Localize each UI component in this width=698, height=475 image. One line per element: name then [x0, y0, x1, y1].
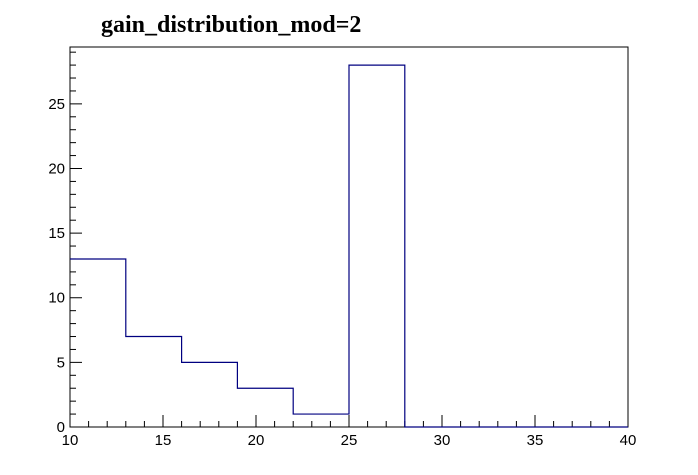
histogram-outline	[70, 64, 628, 428]
y-tick-label: 5	[57, 354, 65, 371]
x-axis: 10 15 20 25 30 35 40	[62, 415, 637, 449]
x-tick-label: 30	[434, 432, 451, 449]
y-tick-label: 15	[48, 225, 65, 242]
x-tick-label: 15	[155, 432, 172, 449]
x-tick-label: 20	[248, 432, 265, 449]
y-tick-label: 0	[57, 419, 65, 436]
y-tick-label: 25	[48, 96, 65, 113]
x-tick-label: 35	[527, 432, 544, 449]
y-tick-label: 20	[48, 160, 65, 177]
x-tick-label: 25	[341, 432, 358, 449]
x-tick-label: 10	[62, 432, 79, 449]
y-tick-label: 10	[48, 290, 65, 307]
y-axis: 0 5 10 15 20 25	[48, 51, 82, 436]
chart-title: gain_distribution_mod=2	[101, 12, 361, 38]
x-tick-label: 40	[620, 432, 637, 449]
